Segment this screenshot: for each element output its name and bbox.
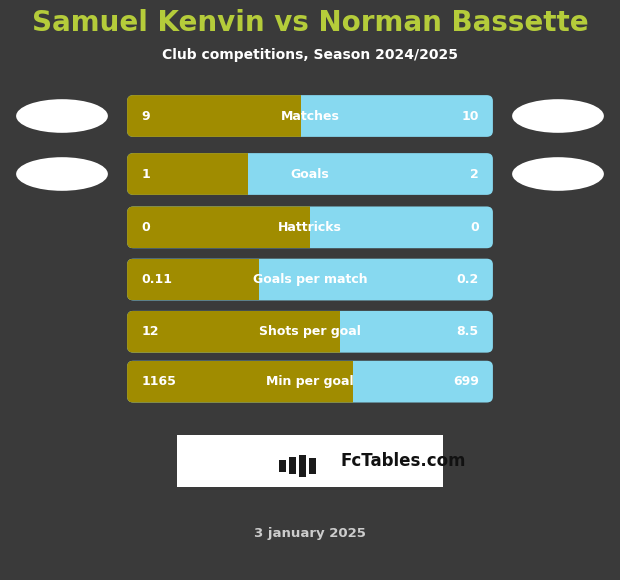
Text: Shots per goal: Shots per goal	[259, 325, 361, 338]
Text: 0.2: 0.2	[456, 273, 479, 286]
Ellipse shape	[512, 157, 604, 191]
Text: 699: 699	[453, 375, 479, 388]
FancyBboxPatch shape	[127, 361, 493, 403]
Ellipse shape	[512, 99, 604, 133]
Text: 10: 10	[461, 110, 479, 122]
Text: Goals: Goals	[291, 168, 329, 180]
FancyBboxPatch shape	[177, 435, 443, 487]
Bar	[299, 455, 306, 477]
Text: FcTables.com: FcTables.com	[341, 452, 466, 470]
FancyBboxPatch shape	[127, 95, 493, 137]
Text: 3 january 2025: 3 january 2025	[254, 527, 366, 540]
FancyBboxPatch shape	[127, 206, 493, 248]
FancyBboxPatch shape	[127, 206, 493, 248]
FancyBboxPatch shape	[127, 259, 493, 300]
Text: 8.5: 8.5	[456, 325, 479, 338]
FancyBboxPatch shape	[127, 95, 493, 137]
Text: Goals per match: Goals per match	[253, 273, 367, 286]
Text: 1: 1	[141, 168, 150, 180]
Text: Matches: Matches	[281, 110, 339, 122]
Bar	[289, 457, 296, 474]
Bar	[279, 460, 286, 472]
Text: 1165: 1165	[141, 375, 176, 388]
Text: 0: 0	[470, 221, 479, 234]
Text: Samuel Kenvin vs Norman Bassette: Samuel Kenvin vs Norman Bassette	[32, 9, 588, 37]
Text: 0: 0	[141, 221, 150, 234]
Text: 9: 9	[141, 110, 150, 122]
FancyBboxPatch shape	[127, 311, 493, 353]
FancyBboxPatch shape	[127, 259, 493, 300]
Text: 12: 12	[141, 325, 159, 338]
Ellipse shape	[16, 157, 108, 191]
Text: 2: 2	[470, 168, 479, 180]
Text: Club competitions, Season 2024/2025: Club competitions, Season 2024/2025	[162, 48, 458, 61]
FancyBboxPatch shape	[127, 361, 493, 403]
FancyBboxPatch shape	[127, 153, 493, 195]
Text: 0.11: 0.11	[141, 273, 172, 286]
Text: Min per goal: Min per goal	[266, 375, 354, 388]
Ellipse shape	[16, 99, 108, 133]
Text: Hattricks: Hattricks	[278, 221, 342, 234]
FancyBboxPatch shape	[127, 153, 493, 195]
FancyBboxPatch shape	[127, 311, 493, 353]
Bar	[309, 458, 316, 474]
